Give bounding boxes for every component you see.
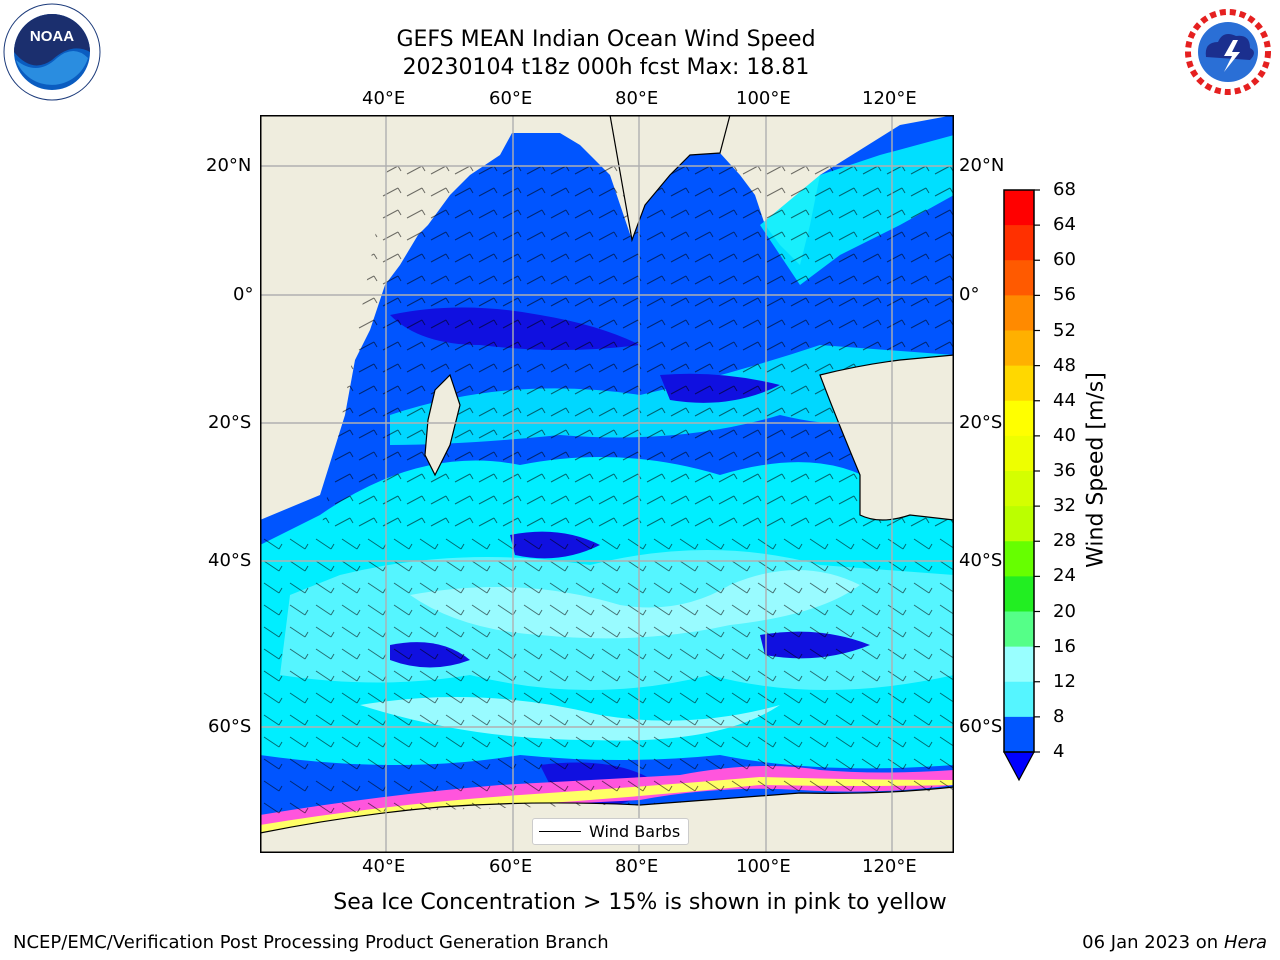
footer-host: Hera: [1223, 932, 1267, 953]
colorbar-tick-label: 20: [1053, 600, 1076, 622]
legend-label: Wind Barbs: [589, 822, 681, 841]
colorbar-tick-label: 60: [1053, 249, 1076, 271]
lat-label-right-20s: 20°S: [959, 412, 1003, 433]
colorbar-tick-label: 40: [1053, 424, 1076, 446]
lon-label-top-120e: 120°E: [862, 88, 917, 109]
colorbar-segment: [1004, 541, 1034, 577]
footer-date: 06 Jan 2023 on Hera: [1082, 932, 1267, 953]
colorbar-extend-triangle: [1002, 751, 1036, 782]
lat-label-right-40s: 40°S: [959, 550, 1003, 571]
colorbar-segment: [1004, 295, 1034, 331]
colorbar-tick-label: 68: [1053, 179, 1076, 200]
colorbar-tick-label: 52: [1053, 319, 1076, 341]
sea-ice-caption: Sea Ice Concentration > 15% is shown in …: [333, 890, 947, 915]
colorbar-tick-label: 24: [1053, 565, 1076, 587]
colorbar-segment: [1004, 646, 1034, 683]
chart-title-line1: GEFS MEAN Indian Ocean Wind Speed: [396, 27, 816, 52]
noaa-logo: NOAA: [2, 2, 102, 102]
colorbar-segment: [1004, 435, 1034, 472]
colorbar-tick-label: 56: [1053, 284, 1076, 306]
colorbar: [1000, 188, 1040, 788]
colorbar-segment: [1004, 365, 1034, 402]
colorbar-tick-label: 28: [1053, 530, 1076, 552]
colorbar-tick-label: 36: [1053, 460, 1076, 481]
colorbar-segment: [1004, 471, 1034, 507]
lat-label-left-0: 0°: [233, 284, 254, 305]
colorbar-segment: [1004, 260, 1034, 296]
colorbar-segment: [1004, 400, 1034, 437]
colorbar-tick-label: 16: [1053, 635, 1076, 657]
wind-barbs-south: [260, 535, 954, 815]
lon-label-bottom-80e: 80°E: [615, 856, 659, 877]
graticule: [260, 115, 954, 853]
lon-label-bottom-120e: 120°E: [862, 856, 917, 877]
colorbar-segment: [1004, 330, 1034, 367]
lon-label-bottom-100e: 100°E: [736, 856, 791, 877]
lat-label-right-60s: 60°S: [959, 716, 1003, 737]
colorbar-tick-label: 64: [1053, 214, 1076, 236]
colorbar-tick-label: 12: [1053, 670, 1076, 692]
india-land: [609, 115, 731, 243]
lat-label-right-0: 0°: [959, 284, 980, 305]
lat-label-left-20n: 20°N: [206, 155, 252, 176]
lat-label-left-40s: 40°S: [208, 550, 252, 571]
wind-barbs-north: [320, 155, 954, 535]
nws-logo: [1178, 2, 1278, 102]
colorbar-segment: [1004, 190, 1034, 226]
colorbar-segment: [1004, 576, 1034, 612]
colorbar-tick-label: 44: [1053, 389, 1076, 411]
legend-line-icon: [539, 831, 581, 832]
colorbar-segment: [1004, 225, 1034, 261]
colorbar-segment: [1004, 681, 1034, 718]
footer-date-text: 06 Jan 2023 on: [1082, 932, 1219, 953]
lon-label-bottom-60e: 60°E: [489, 856, 533, 877]
chart-title-line2: 20230104 t18z 000h fcst Max: 18.81: [402, 55, 810, 80]
colorbar-tick-label: 32: [1053, 495, 1076, 517]
lon-label-bottom-40e: 40°E: [362, 856, 406, 877]
lat-label-left-60s: 60°S: [208, 716, 252, 737]
colorbar-segment: [1004, 716, 1034, 753]
lon-label-top-80e: 80°E: [615, 88, 659, 109]
wind-barbs-legend: Wind Barbs: [532, 818, 690, 845]
colorbar-tick-label: 4: [1053, 741, 1065, 762]
lat-label-left-20s: 20°S: [208, 412, 252, 433]
colorbar-segment: [1004, 506, 1034, 542]
madagascar-land: [424, 373, 461, 477]
lat-label-right-20n: 20°N: [959, 155, 1005, 176]
footer-branch: NCEP/EMC/Verification Post Processing Pr…: [13, 932, 609, 953]
colorbar-segment: [1004, 611, 1034, 648]
lon-label-top-100e: 100°E: [736, 88, 791, 109]
lon-label-top-40e: 40°E: [362, 88, 406, 109]
australia-land: [819, 354, 954, 521]
svg-text:NOAA: NOAA: [30, 28, 74, 45]
wind-speed-map: [260, 115, 954, 853]
colorbar-tick-label: 8: [1053, 705, 1065, 727]
lon-label-top-60e: 60°E: [489, 88, 533, 109]
colorbar-tick-label: 48: [1053, 354, 1076, 376]
